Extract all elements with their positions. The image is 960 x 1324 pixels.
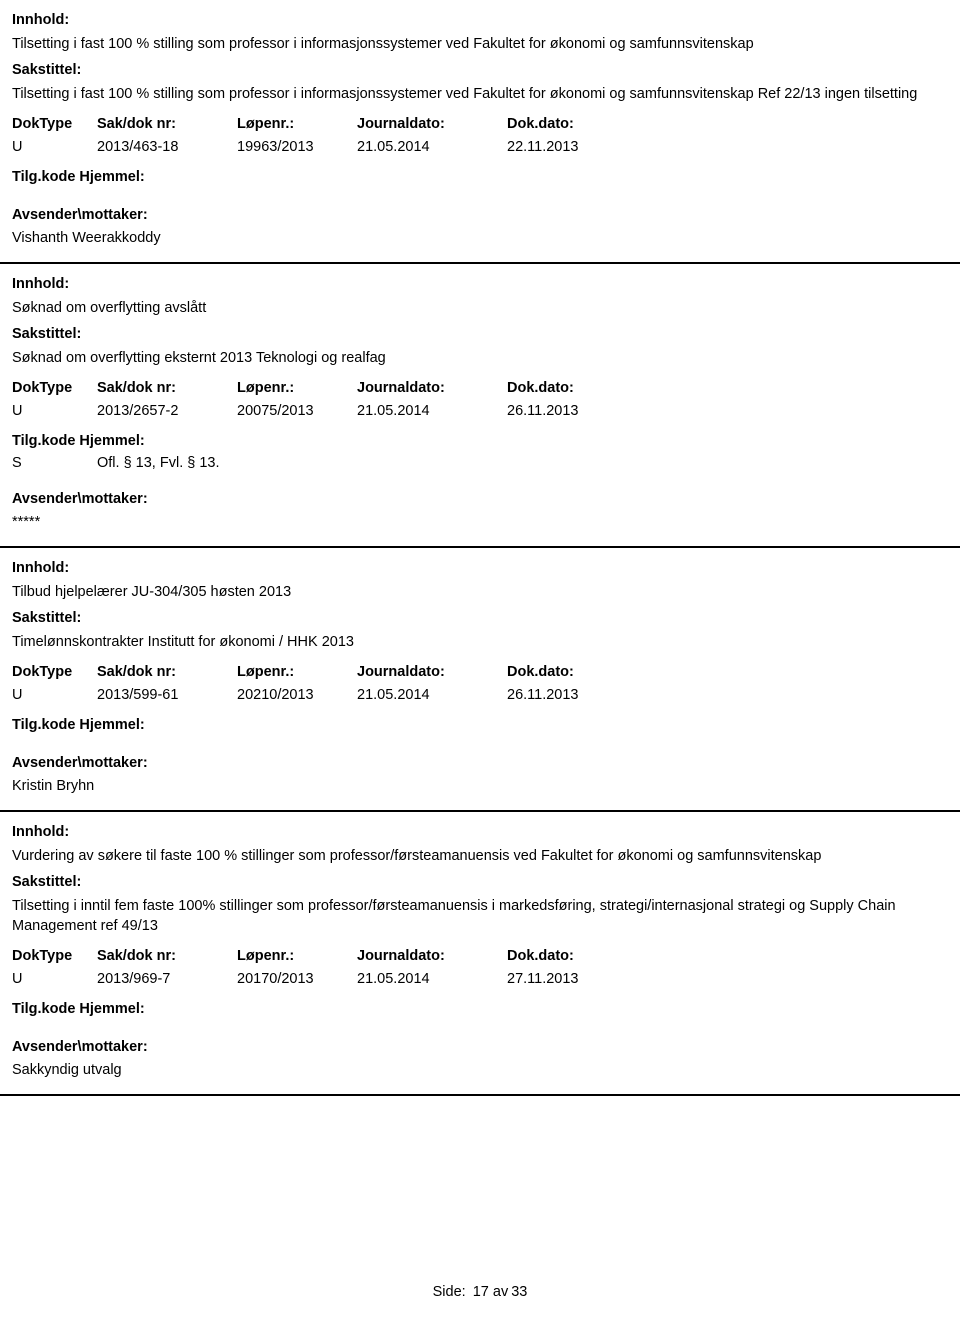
innhold-label: Innhold: (12, 10, 948, 30)
hdr-doktype: DokType (12, 946, 97, 966)
avsender-label: Avsender\mottaker: (12, 489, 948, 509)
hdr-lopenr: Løpenr.: (237, 378, 357, 398)
innhold-text: Vurdering av søkere til faste 100 % stil… (12, 846, 948, 866)
innhold-label: Innhold: (12, 558, 948, 578)
tilgkode-label: Tilg.kode (12, 169, 75, 185)
hdr-dokdato: Dok.dato: (507, 114, 637, 134)
innhold-label: Innhold: (12, 822, 948, 842)
hdr-journaldato: Journaldato: (357, 662, 507, 682)
innhold-label: Innhold: (12, 274, 948, 294)
sakstittel-text: Timelønnskontrakter Institutt for økonom… (12, 632, 948, 652)
tilgkode-label: Tilg.kode (12, 433, 75, 449)
val-lopenr: 20075/2013 (237, 401, 357, 421)
hdr-journaldato: Journaldato: (357, 946, 507, 966)
val-tilgkode: S (12, 453, 97, 473)
journal-entry: Innhold: Tilsetting i fast 100 % stillin… (0, 0, 960, 262)
val-lopenr: 20210/2013 (237, 685, 357, 705)
val-dokdato: 26.11.2013 (507, 401, 637, 421)
sakstittel-text: Søknad om overflytting eksternt 2013 Tek… (12, 348, 948, 368)
val-lopenr: 20170/2013 (237, 969, 357, 989)
journal-entry: Innhold: Tilbud hjelpelærer JU-304/305 h… (0, 548, 960, 810)
hdr-journaldato: Journaldato: (357, 378, 507, 398)
row-headers: DokType Sak/dok nr: Løpenr.: Journaldato… (12, 662, 948, 682)
avsender-value: Vishanth Weerakkoddy (12, 228, 948, 248)
row-values: U 2013/599-61 20210/2013 21.05.2014 26.1… (12, 685, 948, 705)
innhold-text: Tilbud hjelpelærer JU-304/305 høsten 201… (12, 582, 948, 602)
sakstittel-label: Sakstittel: (12, 872, 948, 892)
journal-entry: Innhold: Søknad om overflytting avslått … (0, 264, 960, 546)
row-values: U 2013/969-7 20170/2013 21.05.2014 27.11… (12, 969, 948, 989)
journal-entry: Innhold: Vurdering av søkere til faste 1… (0, 812, 960, 1094)
hdr-journaldato: Journaldato: (357, 114, 507, 134)
val-sakdoknr: 2013/599-61 (97, 685, 237, 705)
hdr-dokdato: Dok.dato: (507, 946, 637, 966)
tilgkode-label: Tilg.kode (12, 717, 75, 733)
tilgkode-header: Tilg.kode Hjemmel: (12, 715, 948, 735)
hjemmel-label: Hjemmel: (79, 1001, 144, 1017)
innhold-text: Tilsetting i fast 100 % stilling som pro… (12, 34, 948, 54)
val-journaldato: 21.05.2014 (357, 137, 507, 157)
hdr-sakdoknr: Sak/dok nr: (97, 946, 237, 966)
row-headers: DokType Sak/dok nr: Løpenr.: Journaldato… (12, 378, 948, 398)
hdr-sakdoknr: Sak/dok nr: (97, 114, 237, 134)
innhold-text: Søknad om overflytting avslått (12, 298, 948, 318)
val-doktype: U (12, 969, 97, 989)
val-journaldato: 21.05.2014 (357, 685, 507, 705)
row-values: U 2013/2657-2 20075/2013 21.05.2014 26.1… (12, 401, 948, 421)
page: Innhold: Tilsetting i fast 100 % stillin… (0, 0, 960, 1324)
sakstittel-text: Tilsetting i fast 100 % stilling som pro… (12, 84, 948, 104)
hdr-dokdato: Dok.dato: (507, 378, 637, 398)
avsender-value: Kristin Bryhn (12, 776, 948, 796)
avsender-label: Avsender\mottaker: (12, 753, 948, 773)
sakstittel-label: Sakstittel: (12, 608, 948, 628)
val-journaldato: 21.05.2014 (357, 401, 507, 421)
hdr-doktype: DokType (12, 378, 97, 398)
row-values: U 2013/463-18 19963/2013 21.05.2014 22.1… (12, 137, 948, 157)
separator (0, 1094, 960, 1096)
hdr-lopenr: Løpenr.: (237, 946, 357, 966)
val-sakdoknr: 2013/969-7 (97, 969, 237, 989)
row-headers: DokType Sak/dok nr: Løpenr.: Journaldato… (12, 946, 948, 966)
hdr-dokdato: Dok.dato: (507, 662, 637, 682)
hdr-lopenr: Løpenr.: (237, 114, 357, 134)
hjemmel-label: Hjemmel: (79, 717, 144, 733)
sakstittel-text: Tilsetting i inntil fem faste 100% still… (12, 896, 948, 936)
footer-current-page: 17 (473, 1284, 489, 1300)
tilgkode-header: Tilg.kode Hjemmel: (12, 167, 948, 187)
footer-total-pages: 33 (511, 1284, 527, 1300)
footer-side-label: Side: (433, 1284, 466, 1300)
hjemmel-label: Hjemmel: (79, 433, 144, 449)
val-doktype: U (12, 685, 97, 705)
hdr-doktype: DokType (12, 114, 97, 134)
sakstittel-label: Sakstittel: (12, 60, 948, 80)
val-lopenr: 19963/2013 (237, 137, 357, 157)
row-headers: DokType Sak/dok nr: Løpenr.: Journaldato… (12, 114, 948, 134)
avsender-value: ***** (12, 512, 948, 532)
avsender-label: Avsender\mottaker: (12, 1037, 948, 1057)
footer-of-label: av (493, 1284, 508, 1300)
avsender-value: Sakkyndig utvalg (12, 1060, 948, 1080)
sakstittel-label: Sakstittel: (12, 324, 948, 344)
page-footer: Side: 17av33 (0, 1282, 960, 1302)
val-dokdato: 27.11.2013 (507, 969, 637, 989)
val-dokdato: 26.11.2013 (507, 685, 637, 705)
tilgkode-header: Tilg.kode Hjemmel: (12, 431, 948, 451)
val-sakdoknr: 2013/463-18 (97, 137, 237, 157)
hdr-doktype: DokType (12, 662, 97, 682)
tilgkode-header: Tilg.kode Hjemmel: (12, 999, 948, 1019)
tilgkode-label: Tilg.kode (12, 1001, 75, 1017)
avsender-label: Avsender\mottaker: (12, 205, 948, 225)
val-journaldato: 21.05.2014 (357, 969, 507, 989)
val-doktype: U (12, 137, 97, 157)
val-sakdoknr: 2013/2657-2 (97, 401, 237, 421)
hjemmel-label: Hjemmel: (79, 169, 144, 185)
hdr-sakdoknr: Sak/dok nr: (97, 378, 237, 398)
hdr-lopenr: Løpenr.: (237, 662, 357, 682)
tilgkode-row: S Ofl. § 13, Fvl. § 13. (12, 453, 948, 473)
val-doktype: U (12, 401, 97, 421)
val-dokdato: 22.11.2013 (507, 137, 637, 157)
hdr-sakdoknr: Sak/dok nr: (97, 662, 237, 682)
val-hjemmel: Ofl. § 13, Fvl. § 13. (97, 453, 948, 473)
